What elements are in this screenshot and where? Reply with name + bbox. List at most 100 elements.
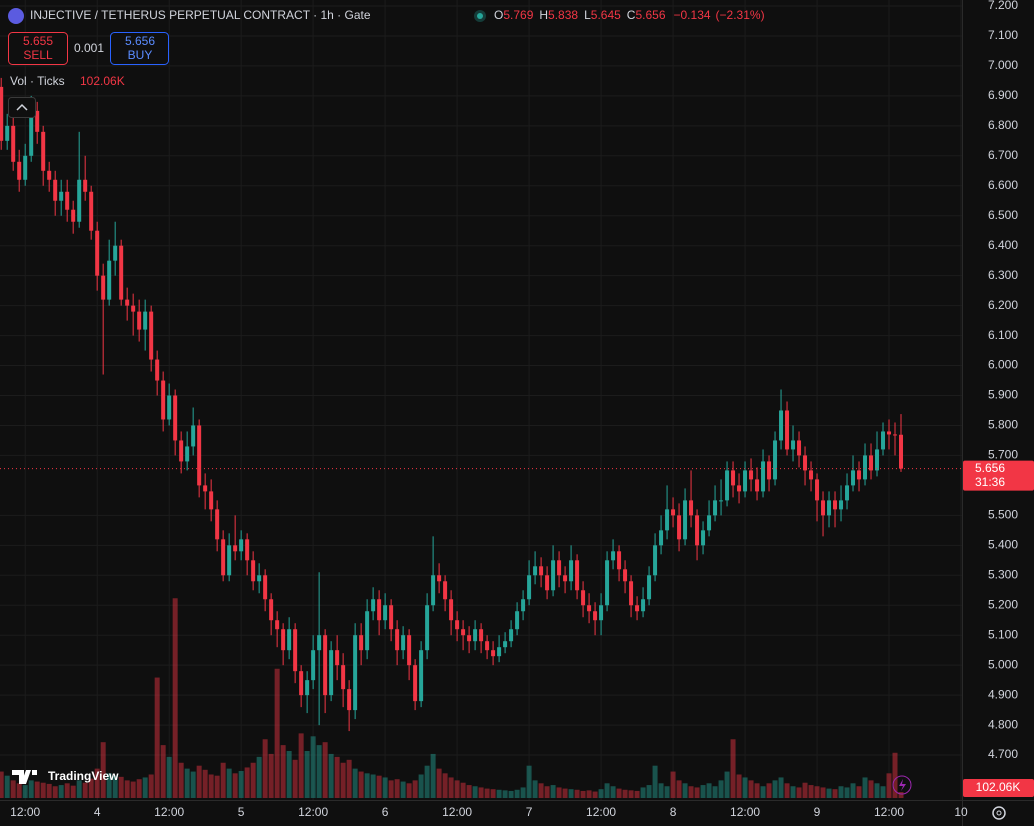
- y-tick-label: 6.900: [988, 88, 1018, 102]
- volume-bar: [676, 780, 682, 798]
- volume-bar: [196, 765, 202, 798]
- volume-bar: [412, 780, 418, 798]
- volume-bar: [244, 767, 250, 798]
- volume-bar: [376, 775, 382, 798]
- y-tick-label: 6.100: [988, 328, 1018, 342]
- x-tick-label: 9: [814, 805, 821, 819]
- volume-bar: [580, 790, 586, 798]
- candle-body: [41, 131, 46, 171]
- candle-body: [317, 635, 322, 651]
- y-tick-label: 5.300: [988, 567, 1018, 581]
- volume-pane: [0, 598, 904, 798]
- volume-bar: [382, 777, 388, 798]
- volume-bar: [622, 789, 628, 798]
- volume-bar: [370, 774, 376, 798]
- spread: 0.001: [74, 41, 104, 55]
- volume-bar: [832, 789, 838, 798]
- candle-body: [203, 485, 208, 492]
- candle-body: [311, 650, 316, 681]
- volume-bar: [754, 783, 760, 798]
- ohlc-value: 5.656: [635, 8, 665, 22]
- candle-body: [803, 455, 808, 471]
- x-tick-label: 7: [526, 805, 533, 819]
- candle-body: [641, 599, 646, 612]
- y-tick-label: 4.800: [988, 717, 1018, 731]
- candle-body: [83, 179, 88, 192]
- candle-body: [425, 605, 430, 651]
- y-tick-label: 5.900: [988, 388, 1018, 402]
- candle-body: [101, 275, 106, 300]
- volume-bar: [424, 765, 430, 798]
- chart-title: INJECTIVE / TETHERUS PERPETUAL CONTRACT …: [30, 8, 371, 22]
- candle-body: [881, 431, 886, 450]
- volume-bar: [430, 753, 436, 798]
- candle-body: [197, 425, 202, 486]
- candle-body: [185, 446, 190, 462]
- volume-bar: [418, 774, 424, 798]
- volume-bar: [466, 785, 472, 798]
- candle-body: [545, 575, 550, 591]
- volume-bar: [436, 768, 442, 798]
- candle-body: [623, 569, 628, 582]
- volume-bar: [298, 733, 304, 798]
- buy-label[interactable]: BUY: [128, 48, 153, 62]
- volume-bar: [616, 788, 622, 798]
- volume-bar: [268, 753, 274, 798]
- volume-bar: [316, 745, 322, 798]
- volume-bar: [250, 762, 256, 798]
- volume-bar: [202, 769, 208, 798]
- volume-bar: [304, 751, 310, 798]
- volume-bar: [544, 786, 550, 798]
- ohlc-readout: O5.769 H5.838 L5.645 C5.656 −0.134 (−2.31%): [494, 8, 765, 22]
- volume-bar: [220, 762, 226, 798]
- sell-label[interactable]: SELL: [23, 48, 53, 62]
- volume-bar: [208, 774, 214, 798]
- candle-body: [749, 470, 754, 480]
- buy-price[interactable]: 5.656: [125, 34, 155, 48]
- alert-icon[interactable]: [892, 775, 912, 795]
- volume-bar: [856, 786, 862, 798]
- volume-bar: [76, 780, 82, 798]
- x-tick-label: 12:00: [874, 805, 904, 819]
- y-tick-label: 4.700: [988, 747, 1018, 761]
- ohlc-letter: L: [584, 8, 591, 22]
- candle-body: [257, 575, 262, 582]
- candle-body: [89, 191, 94, 231]
- candle-body: [239, 539, 244, 552]
- candle-body: [227, 545, 232, 576]
- volume-bar: [310, 736, 316, 798]
- change-percent: (−2.31%): [716, 8, 765, 22]
- collapse-button[interactable]: [8, 97, 36, 118]
- x-tick-label: 12:00: [154, 805, 184, 819]
- sell-button[interactable]: [8, 32, 68, 65]
- candle-body: [773, 440, 778, 480]
- candle-body: [887, 431, 892, 435]
- candle-body: [701, 530, 706, 546]
- candle-body: [689, 500, 694, 516]
- candle-body: [161, 380, 166, 420]
- sell-price[interactable]: 5.655: [23, 34, 53, 48]
- x-tick-label: 4: [94, 805, 101, 819]
- candle-body: [695, 515, 700, 546]
- candle-body: [851, 470, 856, 486]
- volume-bar: [22, 785, 28, 798]
- volume-bar: [598, 789, 604, 798]
- candle-body: [575, 560, 580, 591]
- ohlc-letter: H: [539, 8, 548, 22]
- y-tick-label: 5.000: [988, 657, 1018, 671]
- brand-logo: [12, 770, 37, 784]
- candle-body: [857, 470, 862, 480]
- volume-bar: [574, 789, 580, 798]
- volume-bar: [538, 783, 544, 798]
- volume-bar: [280, 745, 286, 798]
- volume-bar: [394, 779, 400, 798]
- candle-body: [167, 395, 172, 420]
- volume-bar: [586, 790, 592, 798]
- volume-bar: [346, 759, 352, 798]
- candle-body: [365, 611, 370, 651]
- settings-icon[interactable]: [992, 806, 1006, 820]
- candle-body: [149, 311, 154, 360]
- buy-button[interactable]: [110, 32, 169, 65]
- volume-bar: [184, 768, 190, 798]
- candle-body: [815, 479, 820, 501]
